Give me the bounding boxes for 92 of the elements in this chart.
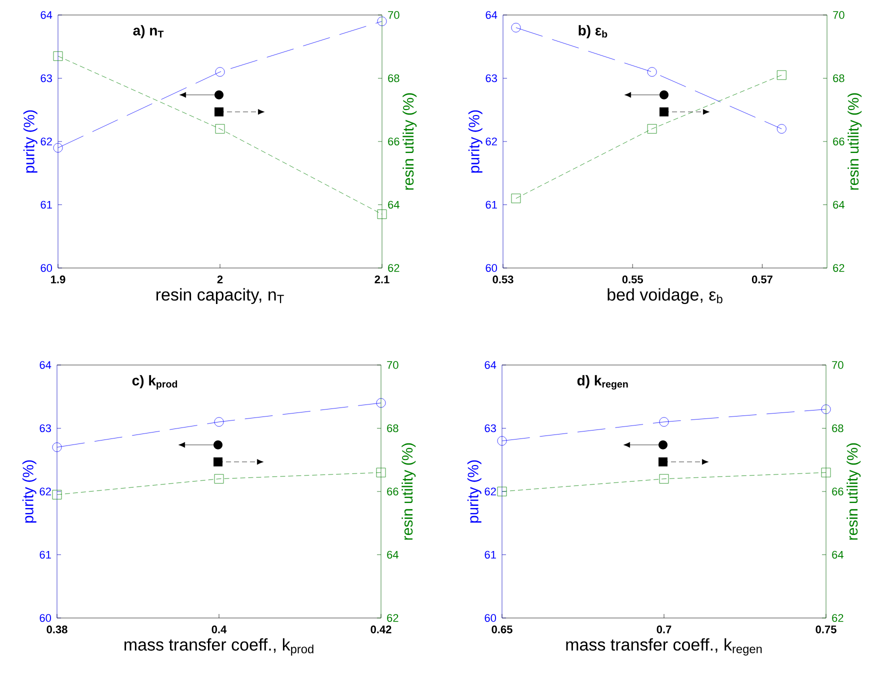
y2-tick-label: 66 <box>832 488 844 496</box>
point <box>647 124 657 134</box>
y2-tick-label: 62 <box>832 614 844 622</box>
y-tick-label: 64 <box>486 11 498 19</box>
y-tick-label: 61 <box>40 550 51 559</box>
y2-tick-label: 66 <box>388 138 400 146</box>
y2-tick-label: 62 <box>833 264 844 272</box>
y2-tick-label: 62 <box>388 264 400 272</box>
point <box>376 468 386 478</box>
point <box>659 417 669 427</box>
text: a) n$_{T}$ <box>133 25 164 38</box>
y-tick-label: 62 <box>40 138 52 146</box>
x-tick-label: 2.1 <box>374 276 390 284</box>
point <box>52 490 62 500</box>
point <box>497 486 507 496</box>
x-tick-label: 0.4 <box>212 626 227 634</box>
point <box>53 143 63 153</box>
point <box>214 474 224 484</box>
y-tick-label: 60 <box>484 614 496 622</box>
y-tick-label: 64 <box>484 361 496 369</box>
y2-axis-title: resin utility (%) <box>846 443 861 540</box>
y-tick-label: 62 <box>40 488 51 496</box>
point <box>821 468 831 478</box>
y2-tick-label: 68 <box>387 424 398 432</box>
y-tick-label: 60 <box>40 614 52 622</box>
x-axis-title: bed voidage, ε$_{b}$ <box>608 288 722 304</box>
x-axis-title: mass transfer coeff., k$_{prod}$ <box>124 638 314 656</box>
x-axis-title: mass transfer coeff., k$_{regen}$ <box>566 638 762 656</box>
y2-tick-label: 66 <box>387 488 398 496</box>
y-tick-label: 63 <box>486 74 497 82</box>
text: d) k$_{regen}$ <box>577 375 628 390</box>
y-axis-title: purity (%) <box>467 460 482 523</box>
x-tick-label: 0.38 <box>46 626 68 634</box>
y2-tick-label: 64 <box>387 550 398 559</box>
x-tick-label: 0.42 <box>370 626 392 634</box>
y-axis-title: purity (%) <box>468 110 482 173</box>
y2-axis-title: resin utility (%) <box>402 443 416 540</box>
y2-tick-label: 70 <box>833 11 844 19</box>
x-tick-label: 0.75 <box>816 626 836 634</box>
y2-tick-label: 66 <box>833 138 844 146</box>
x-axis-title: resin capacity, n$_{T}$ <box>156 288 284 304</box>
y-tick-label: 60 <box>40 264 52 272</box>
point <box>511 194 521 204</box>
y2-tick-label: 70 <box>832 361 844 369</box>
x-tick-label: 0.65 <box>492 626 512 634</box>
point <box>215 67 225 77</box>
y2-tick-label: 70 <box>388 11 400 19</box>
y2-tick-label: 64 <box>832 550 844 559</box>
y-tick-label: 61 <box>40 200 52 209</box>
y-tick-label: 63 <box>40 424 51 432</box>
y2-tick-label: 64 <box>833 200 844 209</box>
point <box>776 70 786 80</box>
text: b) ε$_{b}$ <box>578 25 608 38</box>
y-tick-label: 64 <box>40 11 52 19</box>
y-tick-label: 61 <box>486 200 497 209</box>
y2-axis-title: resin utility (%) <box>402 93 417 190</box>
y-axis-title: purity (%) <box>23 110 38 173</box>
x-tick-label: 0.55 <box>622 276 643 284</box>
y2-tick-label: 68 <box>833 74 844 82</box>
x-tick-label: 2 <box>217 276 223 284</box>
point <box>377 210 387 219</box>
y2-axis-title: resin utility (%) <box>848 93 862 190</box>
x-tick-label: 0.57 <box>752 276 772 284</box>
point <box>377 16 387 26</box>
y-tick-label: 63 <box>40 74 52 82</box>
point <box>215 124 225 134</box>
y2-tick-label: 68 <box>832 424 844 432</box>
y-tick-label: 61 <box>484 550 496 559</box>
x-tick-label: 0.53 <box>492 276 514 284</box>
point <box>376 398 386 408</box>
point <box>659 474 669 484</box>
y2-tick-label: 70 <box>387 361 398 369</box>
y-tick-label: 60 <box>486 264 498 272</box>
point <box>497 436 507 446</box>
x-tick-label: 1.9 <box>51 276 66 284</box>
y-tick-label: 62 <box>486 138 497 146</box>
point <box>776 124 786 134</box>
y-tick-label: 62 <box>484 488 496 496</box>
point <box>53 51 63 61</box>
point <box>214 417 224 427</box>
y2-tick-label: 62 <box>387 614 398 622</box>
text: c) k$_{prod}$ <box>132 375 178 390</box>
y2-tick-label: 64 <box>388 200 400 209</box>
point <box>52 442 62 452</box>
y-tick-label: 63 <box>484 424 496 432</box>
x-tick-label: 0.7 <box>656 626 672 634</box>
y-axis-title: purity (%) <box>22 460 36 523</box>
y-tick-label: 64 <box>40 361 52 369</box>
y2-tick-label: 68 <box>388 74 400 82</box>
point <box>821 404 831 414</box>
point <box>647 67 657 77</box>
point <box>511 22 521 32</box>
